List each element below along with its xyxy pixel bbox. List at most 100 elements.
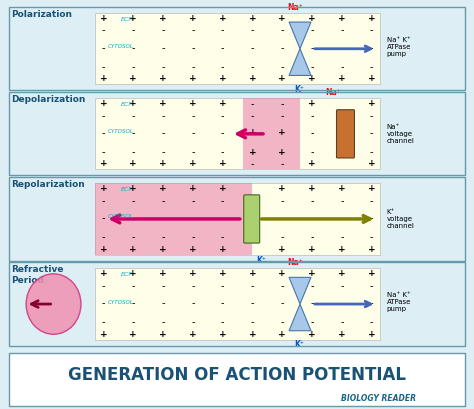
Text: +: + xyxy=(219,74,227,83)
Text: -: - xyxy=(221,128,224,138)
Text: -: - xyxy=(221,232,224,242)
Text: Na⁺: Na⁺ xyxy=(287,258,303,267)
Text: -: - xyxy=(370,281,374,291)
Text: +: + xyxy=(100,99,107,108)
Text: +: + xyxy=(189,270,197,279)
Text: -: - xyxy=(101,43,105,53)
Text: +: + xyxy=(219,270,227,279)
Text: +: + xyxy=(189,245,197,254)
Text: +: + xyxy=(308,184,316,193)
Text: +: + xyxy=(308,330,316,339)
Text: +: + xyxy=(368,14,375,23)
FancyBboxPatch shape xyxy=(9,353,465,406)
Text: -: - xyxy=(161,43,165,53)
Text: -: - xyxy=(101,111,105,121)
Text: -: - xyxy=(191,317,194,327)
Text: CYTOSOL: CYTOSOL xyxy=(108,44,133,49)
Text: -: - xyxy=(101,147,105,157)
Text: +: + xyxy=(248,148,256,157)
Text: +: + xyxy=(129,330,137,339)
Text: -: - xyxy=(191,62,194,72)
Text: -: - xyxy=(161,298,165,308)
Text: -: - xyxy=(340,26,344,36)
Text: +: + xyxy=(248,74,256,83)
Text: +: + xyxy=(368,160,375,169)
Text: -: - xyxy=(370,213,374,223)
Text: +: + xyxy=(278,245,286,254)
Text: -: - xyxy=(221,317,224,327)
Text: -: - xyxy=(370,111,374,121)
Text: -: - xyxy=(101,317,105,327)
Text: +: + xyxy=(159,330,167,339)
Text: -: - xyxy=(101,196,105,206)
Polygon shape xyxy=(289,304,311,331)
Text: +: + xyxy=(278,14,286,23)
Text: -: - xyxy=(370,298,374,308)
Text: +: + xyxy=(278,128,286,137)
Text: ECF: ECF xyxy=(120,102,132,107)
Text: -: - xyxy=(221,26,224,36)
Text: -: - xyxy=(310,26,314,36)
Text: -: - xyxy=(161,62,165,72)
Text: +: + xyxy=(368,99,375,108)
Text: -: - xyxy=(191,147,194,157)
Text: -: - xyxy=(310,281,314,291)
Text: -: - xyxy=(370,232,374,242)
Text: -: - xyxy=(340,43,344,53)
Text: -: - xyxy=(251,111,254,121)
FancyBboxPatch shape xyxy=(244,195,260,243)
Text: CYTOSOL: CYTOSOL xyxy=(108,214,133,220)
Text: -: - xyxy=(340,62,344,72)
Text: -: - xyxy=(191,298,194,308)
Text: K⁺: K⁺ xyxy=(294,85,304,94)
Text: -: - xyxy=(340,196,344,206)
Text: -: - xyxy=(131,111,135,121)
Text: K⁺
voltage
channel: K⁺ voltage channel xyxy=(387,209,414,229)
Text: -: - xyxy=(131,62,135,72)
Text: -: - xyxy=(191,213,194,223)
FancyBboxPatch shape xyxy=(95,13,380,84)
Text: -: - xyxy=(221,147,224,157)
Text: +: + xyxy=(129,160,137,169)
Text: +: + xyxy=(338,74,346,83)
Text: K⁺: K⁺ xyxy=(257,256,266,265)
Text: -: - xyxy=(281,298,284,308)
Text: -: - xyxy=(370,43,374,53)
Text: -: - xyxy=(340,298,344,308)
Polygon shape xyxy=(289,49,311,75)
Text: -: - xyxy=(191,232,194,242)
Text: -: - xyxy=(310,232,314,242)
Text: -: - xyxy=(281,99,284,109)
Text: -: - xyxy=(131,43,135,53)
Text: Refractive
Period: Refractive Period xyxy=(11,265,63,285)
Text: +: + xyxy=(368,245,375,254)
Text: +: + xyxy=(338,330,346,339)
Text: -: - xyxy=(131,26,135,36)
FancyBboxPatch shape xyxy=(243,98,300,169)
Text: +: + xyxy=(278,184,286,193)
Text: +: + xyxy=(100,74,107,83)
Text: -: - xyxy=(281,43,284,53)
Text: +: + xyxy=(100,14,107,23)
Text: -: - xyxy=(131,128,135,138)
Text: -: - xyxy=(161,147,165,157)
Text: +: + xyxy=(189,74,197,83)
Text: -: - xyxy=(131,298,135,308)
Text: +: + xyxy=(129,270,137,279)
Text: -: - xyxy=(370,147,374,157)
Text: -: - xyxy=(251,43,254,53)
Text: -: - xyxy=(161,232,165,242)
Text: -: - xyxy=(251,99,254,109)
Text: +: + xyxy=(219,14,227,23)
Text: +: + xyxy=(308,99,316,108)
Text: +: + xyxy=(159,270,167,279)
Text: -: - xyxy=(221,298,224,308)
Ellipse shape xyxy=(26,274,81,334)
Text: -: - xyxy=(221,43,224,53)
Text: -: - xyxy=(281,196,284,206)
Text: +: + xyxy=(219,245,227,254)
Text: -: - xyxy=(101,62,105,72)
Text: -: - xyxy=(370,26,374,36)
Text: -: - xyxy=(251,281,254,291)
Text: +: + xyxy=(278,74,286,83)
